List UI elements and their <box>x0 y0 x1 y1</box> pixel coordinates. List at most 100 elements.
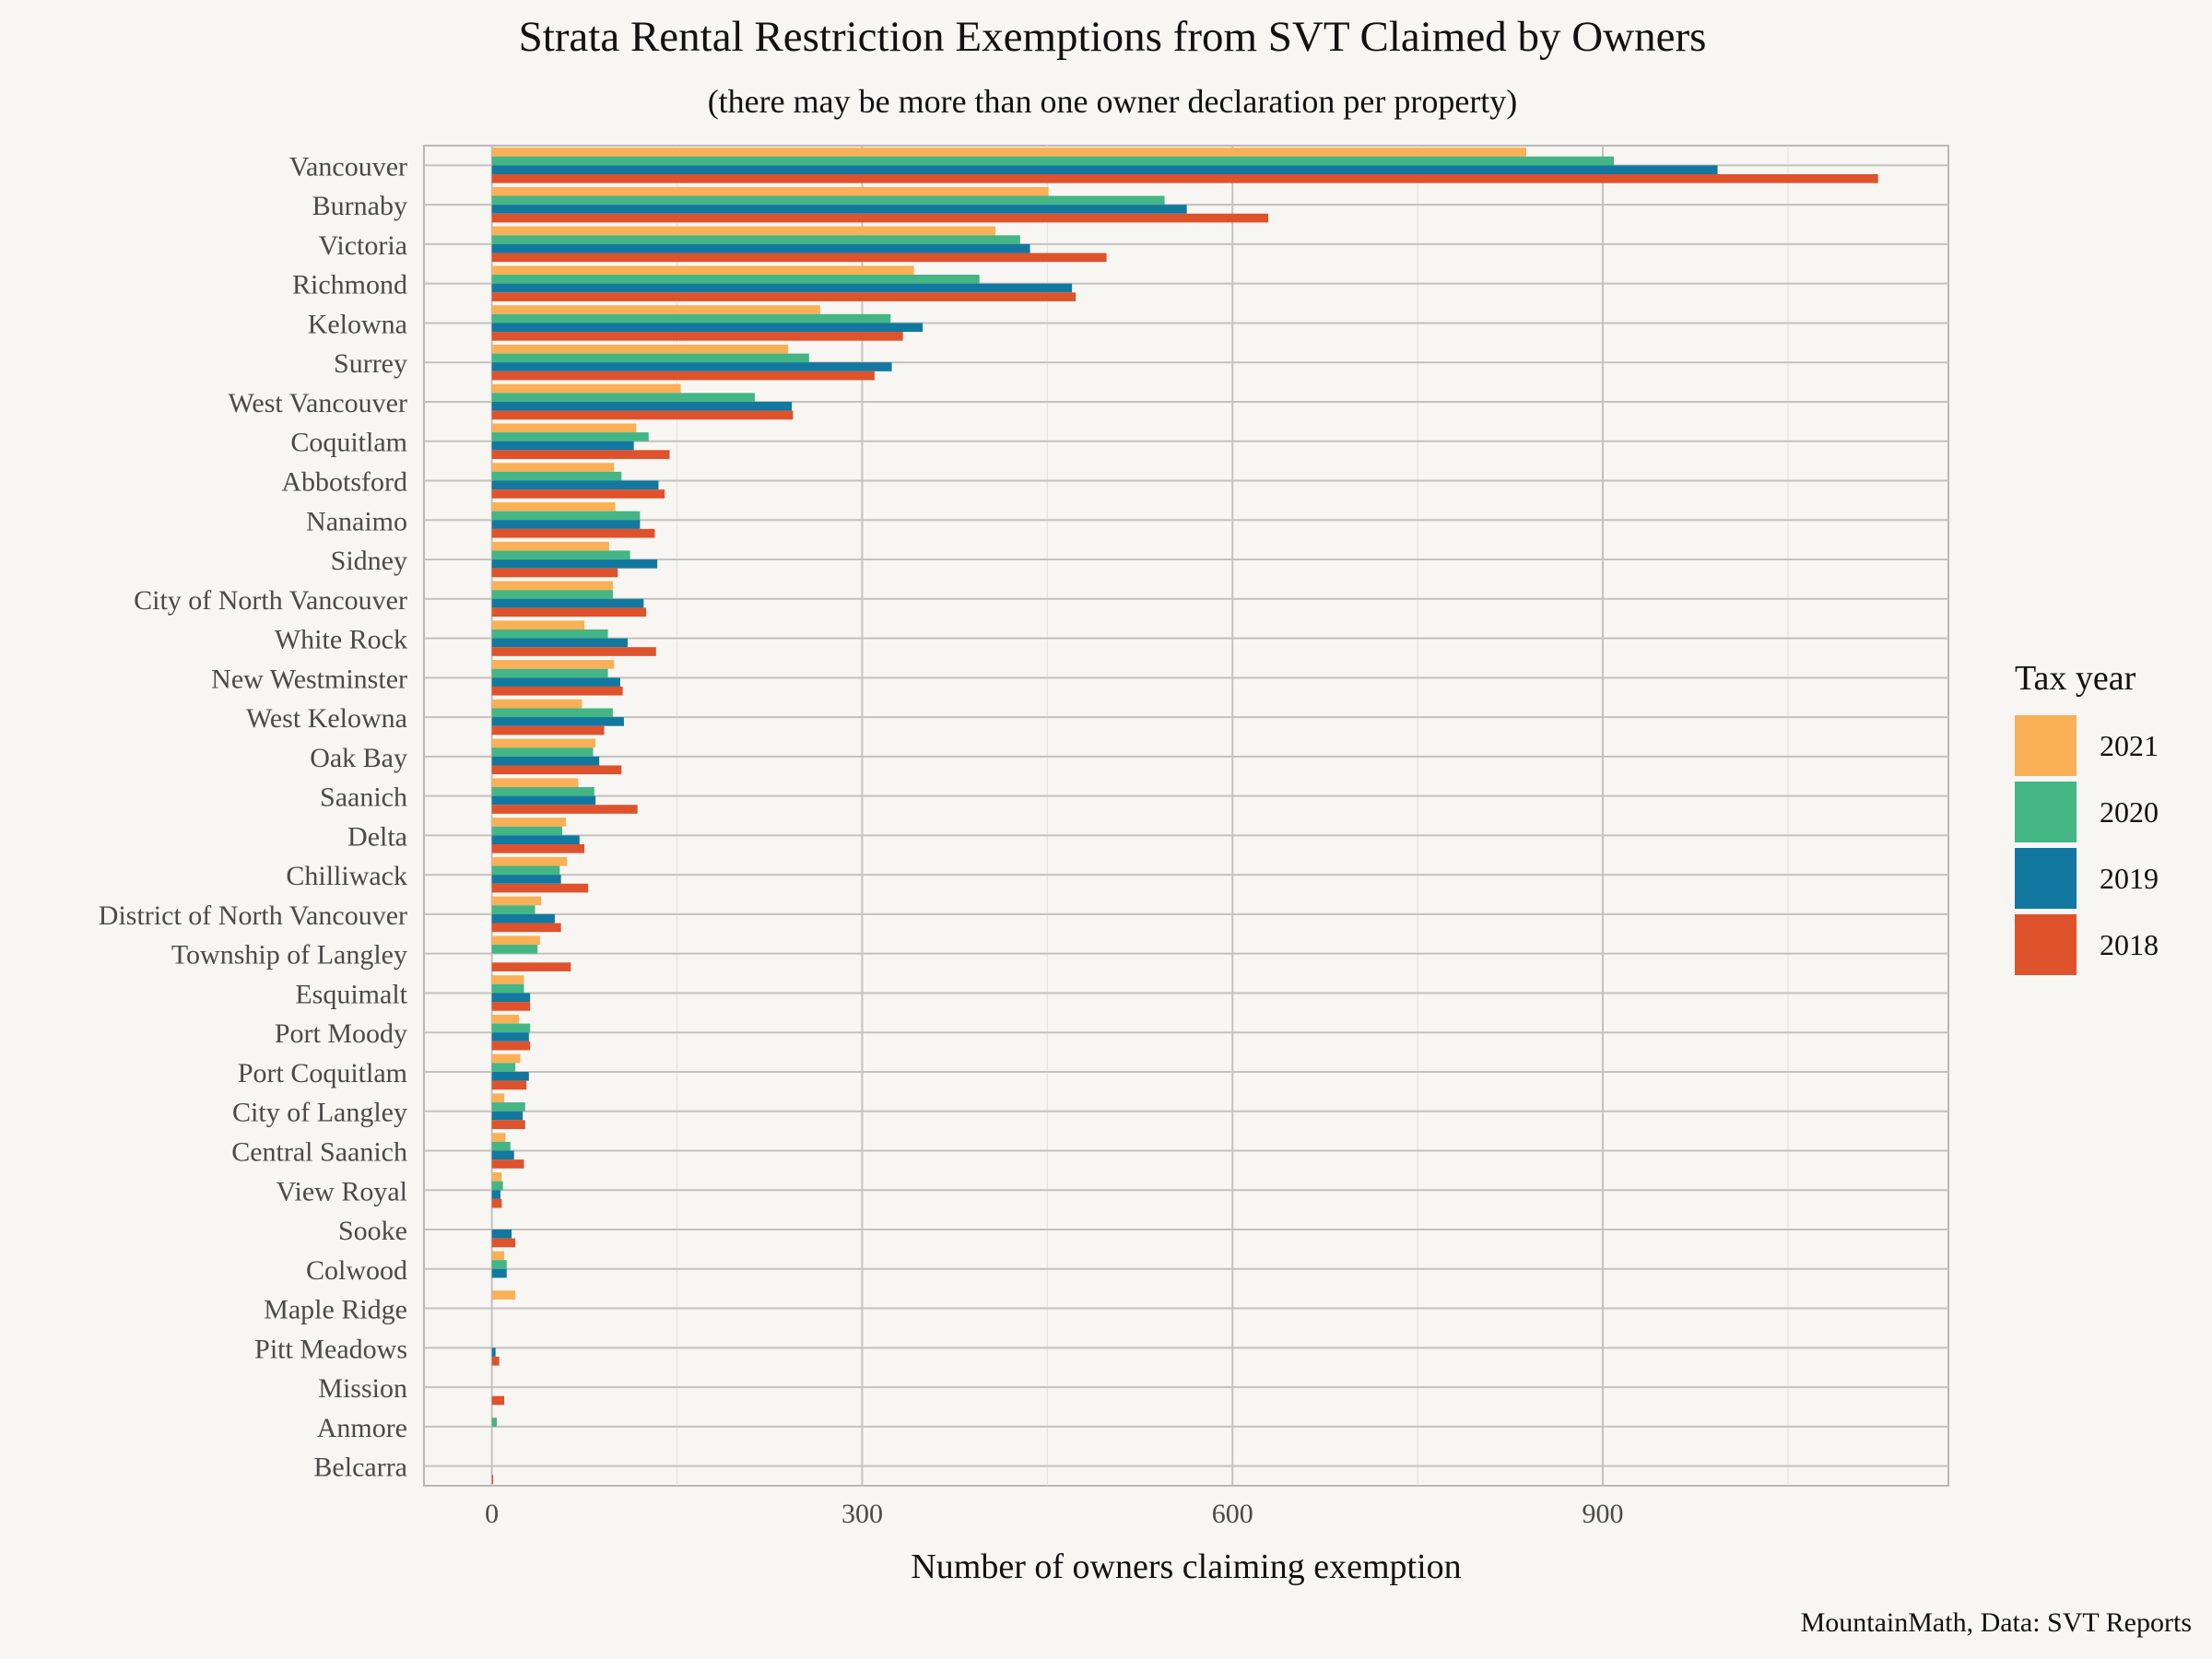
bar <box>491 795 596 806</box>
bar <box>491 699 582 709</box>
y-tick-label: Coquitlam <box>290 428 407 458</box>
bar <box>491 945 538 954</box>
bar <box>491 450 670 459</box>
bar <box>491 1014 520 1024</box>
bar <box>491 1347 496 1357</box>
bar <box>491 581 613 591</box>
x-axis-tick-labels: 0 300 600 900 <box>485 1499 1623 1529</box>
plot-panel <box>423 145 1949 1487</box>
bar <box>491 1198 502 1208</box>
legend-key <box>2015 715 2077 776</box>
x-tick-label: 300 <box>841 1499 883 1529</box>
y-tick-label: West Kelowna <box>246 703 407 734</box>
bar <box>491 1053 521 1064</box>
bar <box>491 305 820 314</box>
bar <box>491 423 637 433</box>
bars-layer <box>491 147 1878 1484</box>
chart-title: Strata Rental Restriction Exemptions fro… <box>519 13 1707 61</box>
bar <box>491 541 609 551</box>
legend-key <box>2015 848 2077 909</box>
legend-key <box>2015 782 2077 842</box>
bar <box>491 717 624 726</box>
bar <box>491 401 793 411</box>
y-tick-label: Surrey <box>334 348 407 379</box>
bar <box>491 598 644 608</box>
bar <box>491 235 1020 244</box>
bar <box>491 738 596 748</box>
legend-title: Tax year <box>2015 659 2136 698</box>
bar <box>491 410 794 420</box>
bar <box>491 265 914 276</box>
y-tick-label: Delta <box>347 821 407 852</box>
y-tick-label: Kelowna <box>308 309 407 339</box>
bar <box>491 550 630 560</box>
y-tick-label: New Westminster <box>211 664 407 694</box>
x-tick-label: 0 <box>485 1499 499 1529</box>
y-tick-label: View Royal <box>276 1176 407 1206</box>
bar <box>491 835 580 845</box>
y-tick-label: Central Saanich <box>231 1137 407 1168</box>
bar <box>491 1475 493 1484</box>
bar <box>491 620 585 629</box>
y-tick-label: Chilliwack <box>286 861 407 891</box>
bar <box>491 1133 506 1142</box>
bar <box>491 660 615 669</box>
legend-label: 2021 <box>2100 729 2159 762</box>
bar <box>491 186 1049 196</box>
bar <box>491 1230 512 1239</box>
bar <box>491 243 1030 253</box>
x-tick-label: 600 <box>1212 1499 1253 1529</box>
y-axis-tick-labels: Vancouver Burnaby Victoria Richmond Kelowna S… <box>99 151 408 1482</box>
bar <box>491 1238 516 1248</box>
y-tick-label: District of North Vancouver <box>99 900 407 931</box>
bar <box>491 983 524 994</box>
bar <box>491 463 615 472</box>
bar <box>491 1172 502 1182</box>
y-tick-label: City of Langley <box>232 1098 407 1128</box>
bar <box>491 1032 529 1041</box>
bar <box>491 708 613 718</box>
bar <box>491 393 755 402</box>
bar <box>491 1418 498 1427</box>
bar <box>491 383 681 394</box>
bar <box>491 905 535 914</box>
bar <box>491 875 561 884</box>
bar <box>491 226 996 236</box>
y-tick-label: Township of Langley <box>171 940 407 971</box>
bar <box>491 778 579 787</box>
bar <box>491 844 585 853</box>
y-tick-label: Saanich <box>320 782 407 813</box>
y-tick-label: Abbotsford <box>281 467 407 498</box>
bar <box>491 975 524 984</box>
bar <box>491 432 649 441</box>
bar <box>491 489 665 499</box>
bar <box>491 1190 501 1199</box>
bar <box>491 677 620 687</box>
chart-subtitle: (there may be more than one owner declar… <box>708 83 1518 120</box>
bar <box>491 1111 524 1121</box>
bar <box>491 205 1187 214</box>
bar <box>491 826 562 836</box>
y-tick-label: Victoria <box>319 230 408 261</box>
y-tick-label: Nanaimo <box>306 506 407 536</box>
bar <box>491 1260 507 1269</box>
legend-key <box>2015 914 2077 975</box>
y-tick-label: Anmore <box>317 1413 407 1443</box>
bar <box>491 441 634 451</box>
bar <box>491 590 613 599</box>
legend-label: 2020 <box>2100 795 2159 829</box>
bar <box>491 253 1107 263</box>
bar <box>491 195 1165 206</box>
bar <box>491 818 567 827</box>
bar <box>491 913 555 924</box>
bar <box>491 1120 525 1129</box>
y-tick-label: Burnaby <box>312 191 407 221</box>
bar <box>491 313 891 324</box>
y-tick-label: Esquimalt <box>295 979 407 1009</box>
bar <box>491 1290 516 1300</box>
bar <box>491 647 656 656</box>
bar <box>491 856 568 866</box>
y-tick-label: Port Moody <box>275 1018 407 1049</box>
bar <box>491 520 641 529</box>
